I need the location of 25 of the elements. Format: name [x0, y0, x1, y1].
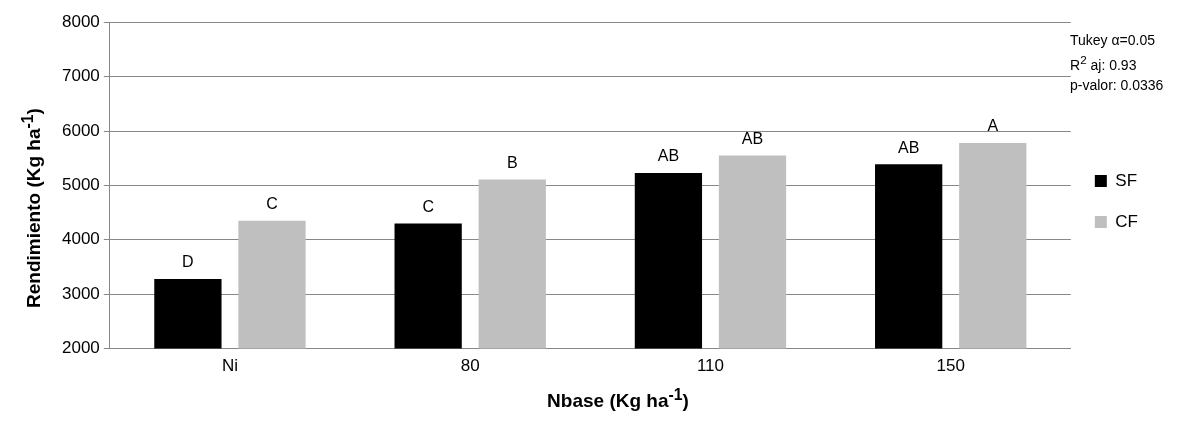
data-label: AB [741, 129, 764, 147]
y-tick-label: 2000 [61, 338, 100, 358]
data-label: AB [897, 138, 920, 156]
data-label: B [506, 153, 518, 171]
annotation: p-valor: 0.0336 [1070, 75, 1164, 95]
legend-label: CF [1115, 211, 1139, 231]
y-tick-label: 4000 [61, 229, 100, 249]
y-tick-label: 5000 [61, 175, 100, 195]
data-label: D [182, 253, 194, 271]
x-axis-title: Nbase (Kg ha$^{-1}$) [546, 386, 690, 413]
y-tick-label: 6000 [61, 120, 100, 140]
y-tick-label: 7000 [61, 66, 100, 86]
x-tick-label: 110 [696, 356, 725, 376]
x-tick-label: Ni [221, 356, 238, 376]
data-label: C [266, 195, 278, 213]
legend-label: SF [1115, 170, 1138, 190]
annotation: Tukey α=0.05 [1070, 31, 1156, 50]
data-label: AB [657, 147, 680, 165]
data-label: A [987, 117, 999, 135]
x-tick-label: 80 [460, 356, 480, 376]
y-tick-label: 3000 [61, 283, 100, 303]
x-tick-label: 150 [936, 356, 965, 376]
data-label: C [422, 197, 434, 215]
annotation: R$^{2}$ aj: 0.93 [1070, 52, 1138, 75]
y-tick-label: 8000 [61, 11, 100, 31]
